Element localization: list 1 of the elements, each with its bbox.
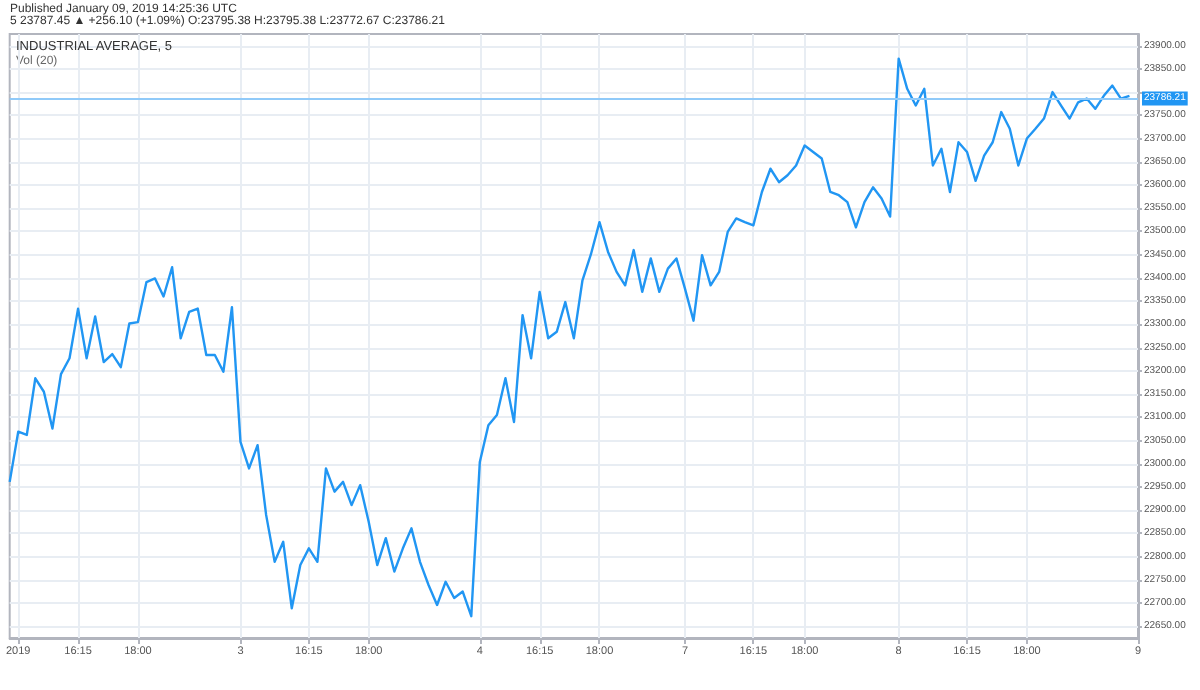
line-series <box>8 57 1131 618</box>
